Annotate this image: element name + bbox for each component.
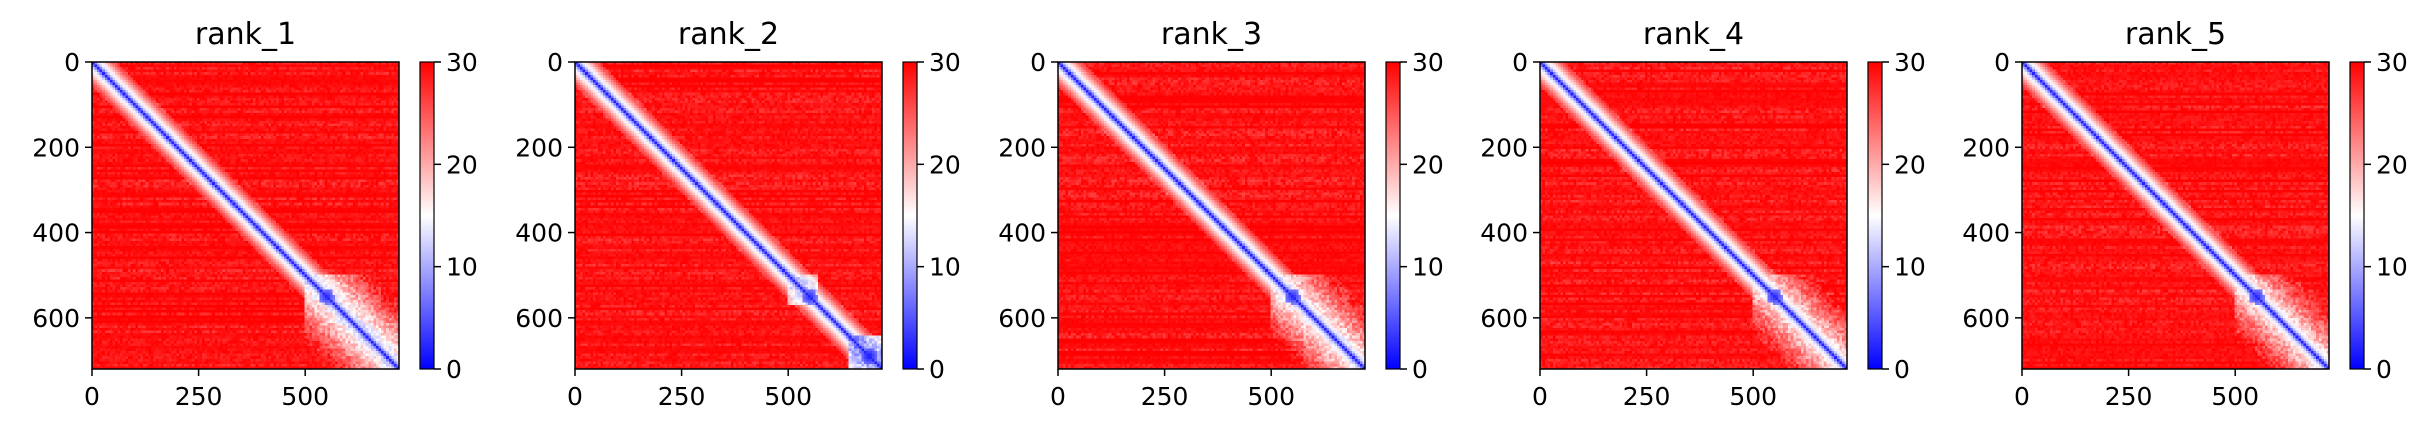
colorbar-tick-label: 30	[446, 48, 478, 77]
panel-title: rank_2	[678, 17, 779, 52]
x-tick-label: 0	[567, 382, 583, 411]
colorbar-tick-label: 10	[2376, 253, 2408, 282]
colorbar	[1867, 61, 1883, 370]
y-tick-label: 200	[515, 133, 563, 162]
x-tick-label: 250	[175, 382, 223, 411]
colorbar-tick-label: 30	[1412, 48, 1444, 77]
colorbar-tick-label: 10	[446, 253, 478, 282]
y-tick-label: 600	[1480, 304, 1528, 333]
x-tick-label: 500	[281, 382, 329, 411]
y-tick-label: 0	[1030, 48, 1046, 77]
x-tick-label: 0	[84, 382, 100, 411]
panel-title: rank_4	[1643, 17, 1744, 52]
x-tick-label: 250	[1141, 382, 1189, 411]
colorbar-tick-label: 10	[1412, 253, 1444, 282]
heatmap-panel-3: rank_3 0 200 400 600 0 250 500 0 10 20 30	[998, 17, 1444, 411]
colorbar-tick-label: 30	[2376, 48, 2408, 77]
colorbar-tick-label: 20	[929, 150, 961, 179]
colorbar-tick-label: 0	[1412, 355, 1428, 384]
colorbar-tick-label: 10	[929, 253, 961, 282]
heatmap-image	[1540, 62, 1847, 369]
panel-title: rank_3	[1161, 17, 1262, 52]
y-tick-label: 600	[515, 304, 563, 333]
colorbar-tick-label: 20	[1894, 150, 1926, 179]
y-tick-label: 400	[998, 219, 1046, 248]
heatmap-frame	[2021, 61, 2330, 370]
colorbar-tick-label: 20	[446, 150, 478, 179]
y-tick-label: 0	[1994, 48, 2010, 77]
y-tick-label: 200	[1962, 133, 2010, 162]
heatmap-image	[1058, 62, 1365, 369]
x-tick-label: 0	[1050, 382, 1066, 411]
colorbar-tick-label: 0	[446, 355, 462, 384]
colorbar	[2349, 61, 2365, 370]
y-tick-label: 200	[998, 133, 1046, 162]
y-tick-label: 0	[1512, 48, 1528, 77]
heatmap-frame	[91, 61, 400, 370]
colorbar-tick-label: 0	[1894, 355, 1910, 384]
heatmap-panel-4: rank_4 0 200 400 600 0 250 500 0 10 20 30	[1480, 17, 1926, 411]
heatmap-image	[575, 62, 882, 369]
y-tick-label: 400	[1480, 219, 1528, 248]
panel-title: rank_1	[195, 17, 296, 52]
x-tick-label: 250	[2105, 382, 2153, 411]
heatmap-panel-5: rank_5 0 200 400 600 0 250 500 0 10 20 30	[1962, 17, 2408, 411]
heatmap-image	[92, 62, 399, 369]
x-tick-label: 250	[658, 382, 706, 411]
colorbar	[1385, 61, 1401, 370]
y-tick-label: 400	[1962, 219, 2010, 248]
colorbar-tick-label: 10	[1894, 253, 1926, 282]
colorbar-tick-label: 0	[929, 355, 945, 384]
x-tick-label: 250	[1623, 382, 1671, 411]
heatmap-panel-1: rank_1 0 200 400 600 0 250 500 0 10 20 30	[32, 17, 478, 411]
heatmap-frame	[574, 61, 883, 370]
x-tick-label: 500	[1247, 382, 1295, 411]
y-tick-label: 200	[1480, 133, 1528, 162]
y-tick-label: 400	[515, 219, 563, 248]
y-tick-label: 200	[32, 133, 80, 162]
colorbar	[902, 61, 918, 370]
x-tick-label: 0	[2014, 382, 2030, 411]
y-tick-label: 600	[1962, 304, 2010, 333]
y-tick-label: 0	[64, 48, 80, 77]
y-tick-label: 400	[32, 219, 80, 248]
y-tick-label: 600	[998, 304, 1046, 333]
x-tick-label: 0	[1532, 382, 1548, 411]
y-tick-label: 0	[547, 48, 563, 77]
x-tick-label: 500	[764, 382, 812, 411]
colorbar-tick-label: 30	[929, 48, 961, 77]
colorbar-tick-label: 20	[1412, 150, 1444, 179]
panel-title: rank_5	[2125, 17, 2226, 52]
colorbar	[419, 61, 435, 370]
y-tick-label: 600	[32, 304, 80, 333]
colorbar-tick-label: 30	[1894, 48, 1926, 77]
heatmap-frame	[1539, 61, 1848, 370]
colorbar-tick-label: 20	[2376, 150, 2408, 179]
x-tick-label: 500	[2211, 382, 2259, 411]
heatmap-image	[2022, 62, 2329, 369]
heatmap-frame	[1057, 61, 1366, 370]
colorbar-tick-label: 0	[2376, 355, 2392, 384]
x-tick-label: 500	[1729, 382, 1777, 411]
heatmap-panel-2: rank_2 0 200 400 600 0 250 500 0 10 20 30	[515, 17, 961, 411]
